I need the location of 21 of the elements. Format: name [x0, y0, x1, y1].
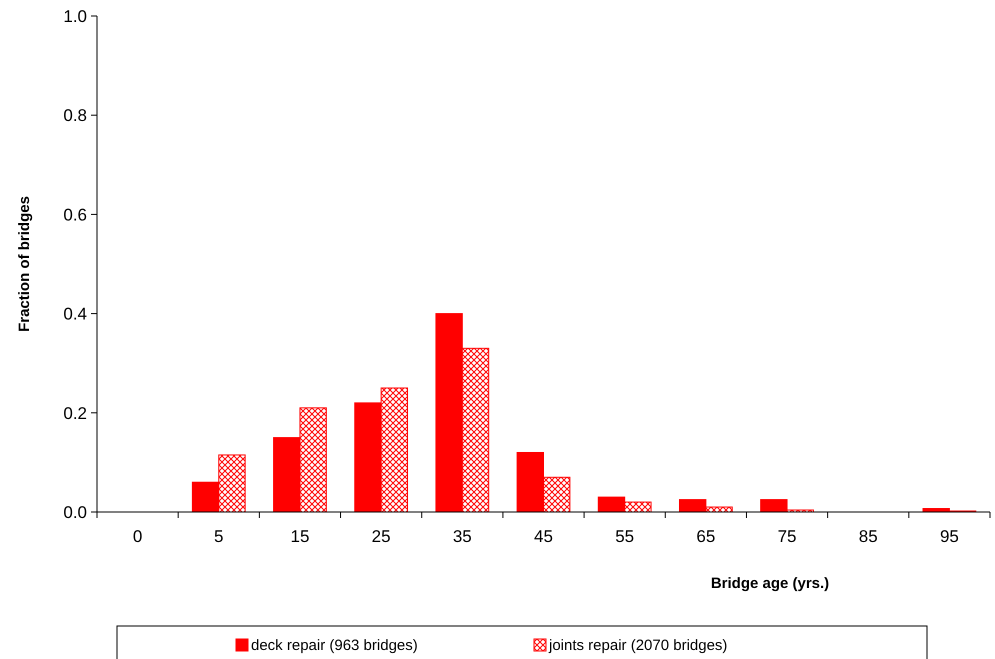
x-tick-label: 15 [290, 527, 310, 546]
legend-label: deck repair (963 bridges) [251, 637, 418, 654]
y-tick-label: 0.8 [63, 106, 87, 126]
x-tick-label: 65 [696, 527, 716, 546]
y-tick-label: 1.0 [63, 6, 87, 26]
y-tick-label: 0.6 [63, 205, 87, 224]
x-tick-label: 35 [452, 527, 472, 546]
x-tick-label: 55 [615, 527, 634, 546]
y-tick-label: 0.2 [63, 404, 87, 423]
x-tick-label: 85 [858, 527, 878, 546]
x-tick-label: 45 [534, 527, 553, 546]
x-tick-label: 5 [214, 527, 224, 546]
x-tick-label: 75 [778, 527, 797, 546]
x-tick-label: 0 [132, 527, 142, 546]
y-axis-title: Fraction of bridges [16, 196, 33, 332]
y-tick-label: 0.0 [63, 502, 87, 522]
x-tick-label: 95 [940, 527, 959, 546]
y-tick-label: 0.4 [63, 304, 87, 324]
x-axis-title: Bridge age (yrs.) [710, 575, 830, 592]
x-tick-label: 25 [372, 527, 391, 546]
legend-label: joints repair (2070 bridges) [548, 637, 728, 654]
